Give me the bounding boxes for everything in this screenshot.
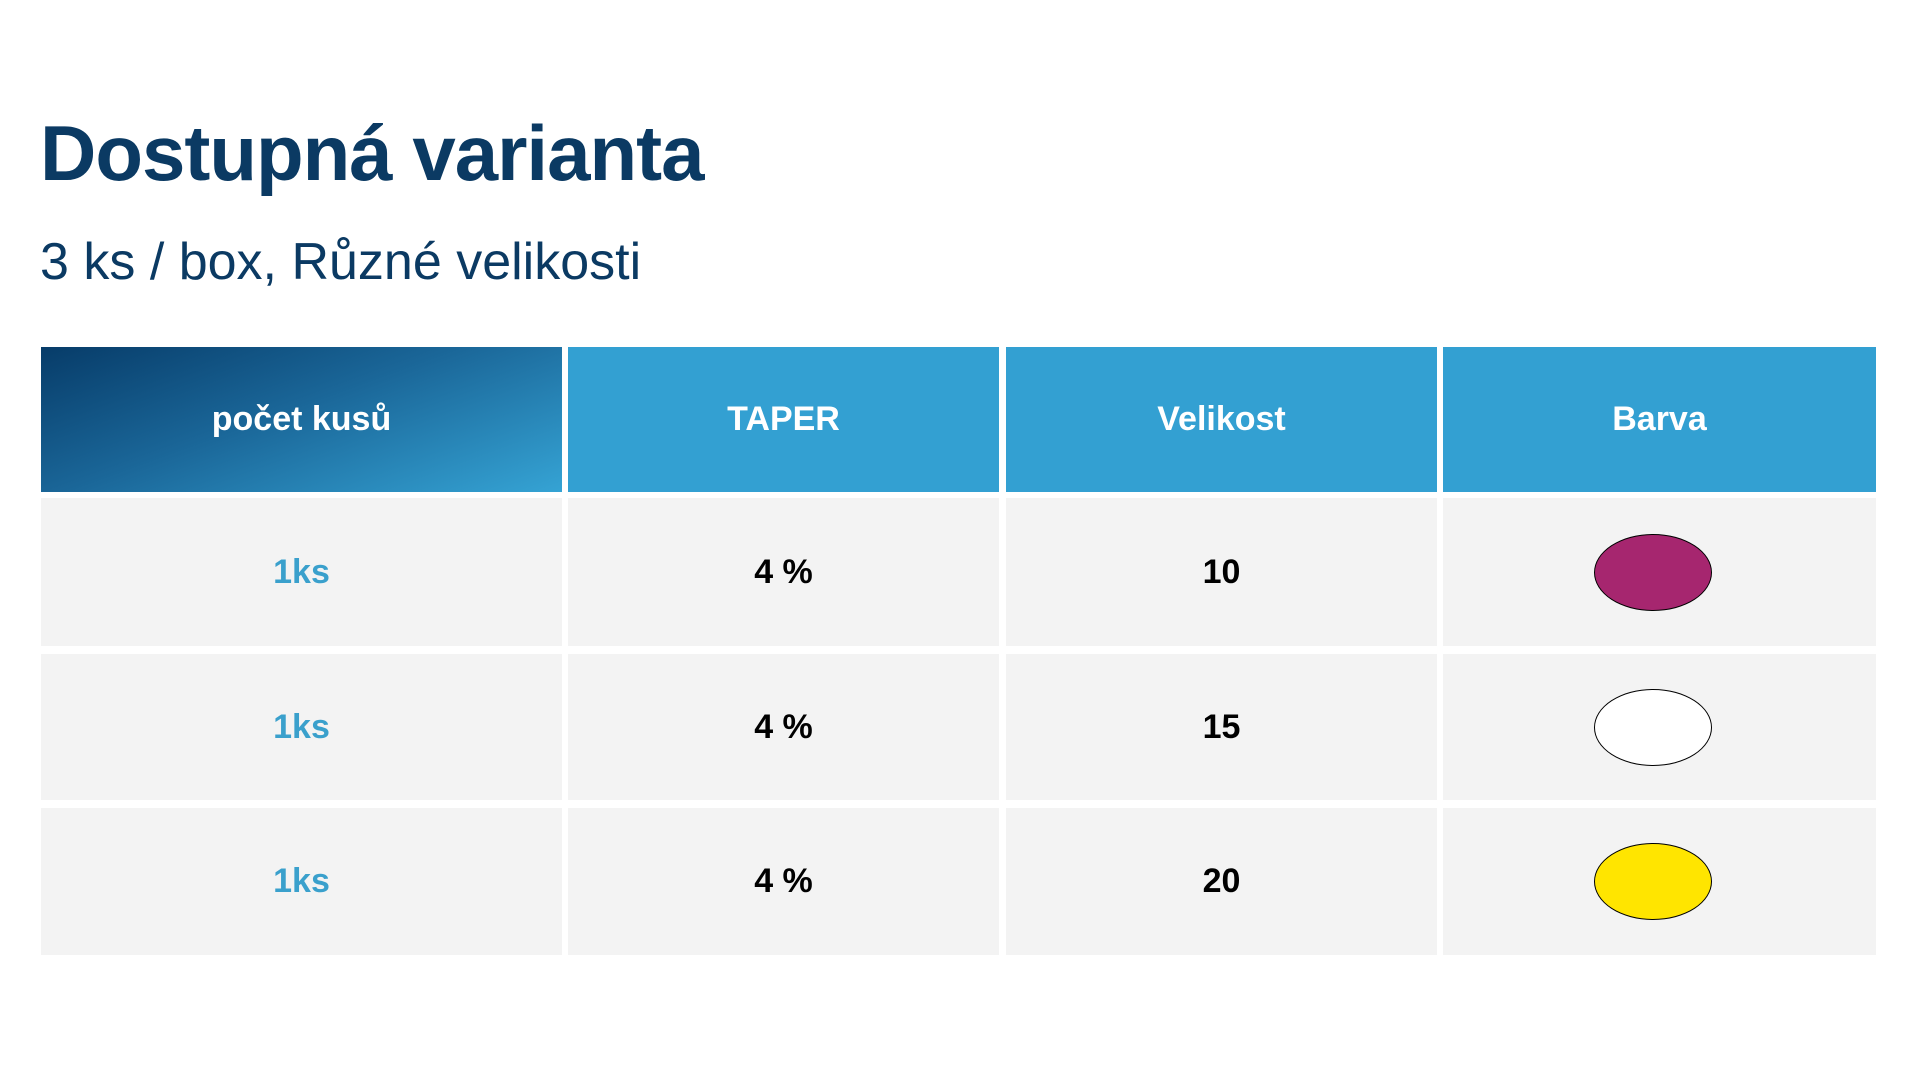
color-cell (1443, 808, 1876, 955)
color-cell (1443, 654, 1876, 800)
color-swatch (1593, 533, 1712, 611)
table-cell: 20 (1006, 808, 1437, 955)
table-cell: 4 % (568, 808, 999, 955)
color-swatch (1593, 843, 1712, 920)
title: Dostupná varianta (40, 109, 704, 197)
table-cell: 1ks (41, 808, 562, 955)
table-cell: 4 % (568, 654, 999, 800)
header-cell: počet kusů (41, 347, 562, 492)
subtitle: 3 ks / box, Různé velikosti (40, 233, 642, 291)
table-cell: 15 (1006, 654, 1437, 800)
table-cell: 10 (1006, 498, 1437, 646)
table-cell: 1ks (41, 498, 562, 646)
header-cell: Velikost (1006, 347, 1437, 492)
color-cell (1443, 498, 1876, 646)
table-cell: 1ks (41, 654, 562, 800)
header-cell: TAPER (568, 347, 999, 492)
table-cell: 4 % (568, 498, 999, 646)
header-cell: Barva (1443, 347, 1876, 492)
color-swatch (1593, 688, 1712, 766)
